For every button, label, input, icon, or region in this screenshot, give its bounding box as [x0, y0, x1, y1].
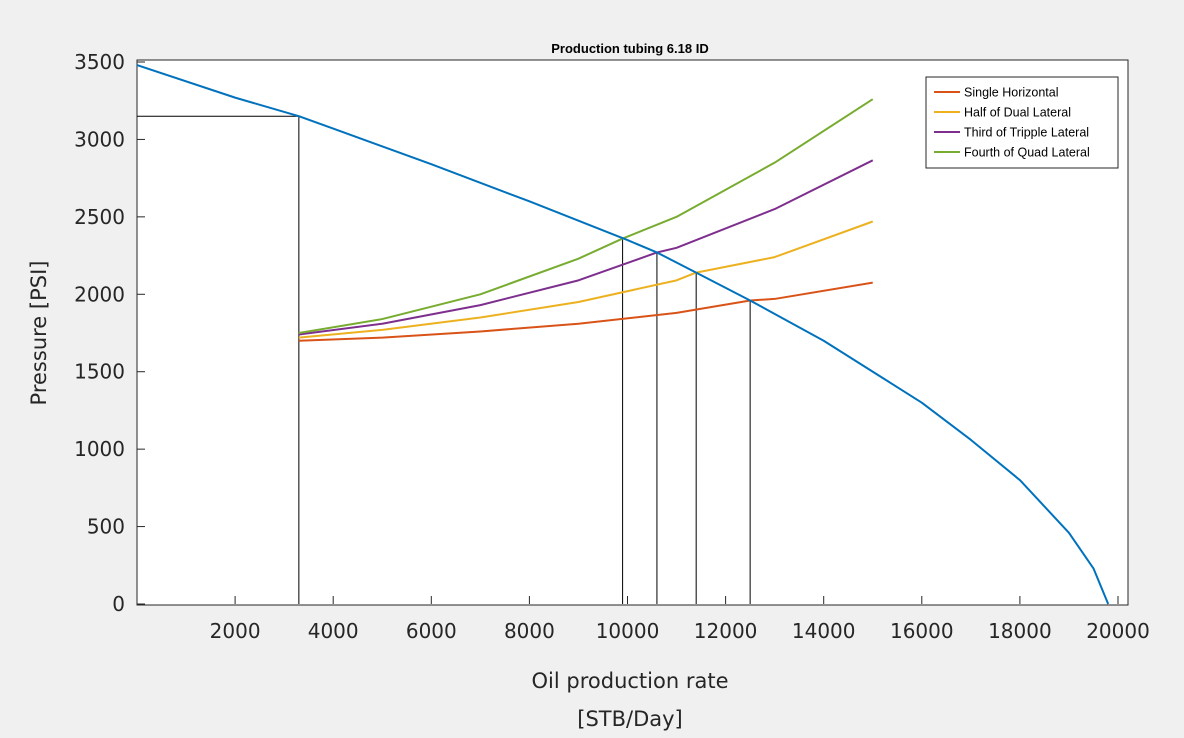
chart-title: Production tubing 6.18 ID — [551, 41, 708, 56]
x-tick-label-18000: 18000 — [988, 619, 1052, 643]
legend-label-triple: Third of Tripple Lateral — [964, 126, 1089, 140]
series-lines — [298, 98, 874, 342]
y-axis-ticks: 0 500 1000 1500 2000 2500 3000 3500 — [74, 50, 145, 616]
legend-label-dual: Half of Dual Lateral — [964, 106, 1071, 120]
x-axis-label-line-2: [STB/Day] — [577, 707, 683, 731]
series-line-triple — [298, 159, 874, 336]
y-tick-label-1500: 1500 — [74, 360, 125, 384]
legend-label-quad: Fourth of Quad Lateral — [964, 146, 1090, 160]
series-line-quad — [298, 98, 874, 334]
y-tick-label-500: 500 — [87, 515, 125, 539]
y-tick-label-2000: 2000 — [74, 282, 125, 306]
x-axis-label-line-1: Oil production rate — [532, 669, 729, 693]
x-tick-label-14000: 14000 — [792, 619, 856, 643]
x-tick-label-2000: 2000 — [210, 619, 261, 643]
legend: Single Horizontal Half of Dual Lateral Thi… — [925, 76, 1119, 169]
series-line-single — [298, 281, 873, 342]
y-tick-label-1000: 1000 — [74, 437, 125, 461]
y-axis-label: Pressure [PSI] — [27, 261, 51, 406]
y-tick-label-3000: 3000 — [74, 127, 125, 151]
legend-label-single: Single Horizontal — [964, 86, 1059, 100]
x-axis-ticks: 2000 4000 6000 8000 10000 12000 14000 16000 1800… — [210, 596, 1150, 643]
legend-items: Single Horizontal Half of Dual Lateral Thi… — [934, 86, 1090, 160]
x-tick-label-20000: 20000 — [1086, 619, 1150, 643]
ipr-curve — [136, 64, 1110, 605]
x-tick-label-8000: 8000 — [504, 619, 555, 643]
x-tick-label-10000: 10000 — [596, 619, 660, 643]
x-tick-label-16000: 16000 — [890, 619, 954, 643]
ipr-curve-layer — [136, 64, 1110, 605]
series-line-dual — [298, 220, 874, 339]
y-tick-label-2500: 2500 — [74, 205, 125, 229]
x-tick-label-4000: 4000 — [308, 619, 359, 643]
x-tick-label-6000: 6000 — [406, 619, 457, 643]
x-tick-label-12000: 12000 — [694, 619, 758, 643]
guide-lines — [137, 115, 751, 604]
y-tick-label-3500: 3500 — [74, 50, 125, 74]
y-tick-label-0: 0 — [112, 592, 125, 616]
